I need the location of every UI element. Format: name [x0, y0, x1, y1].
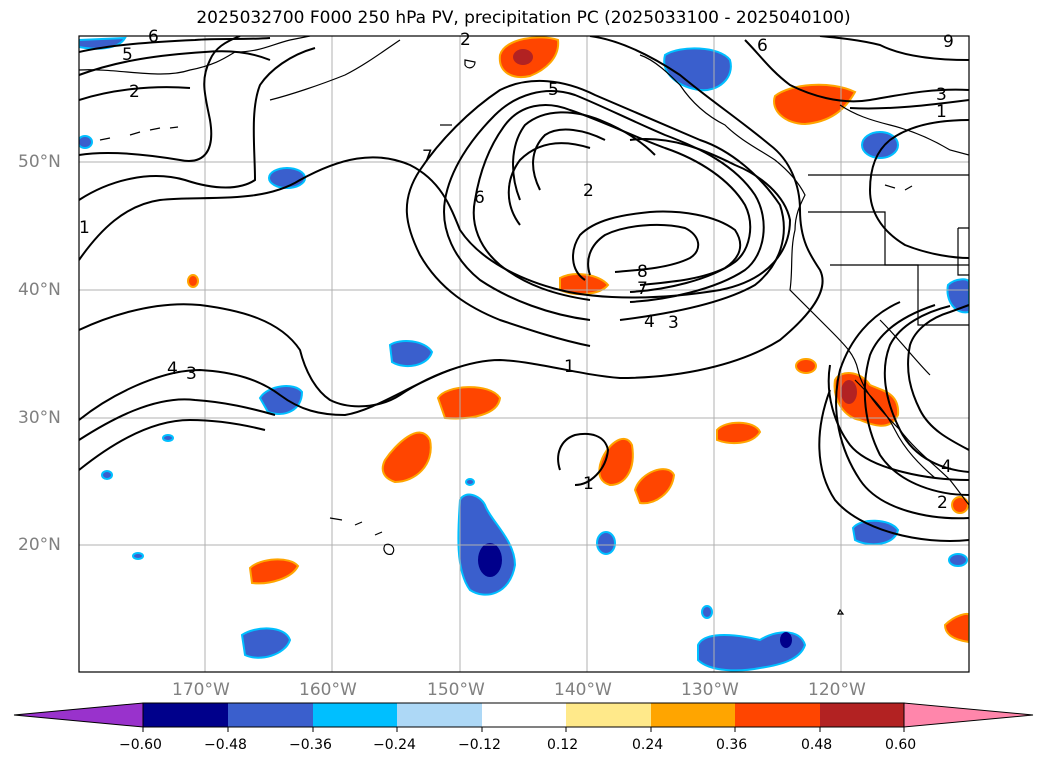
contour-label: 5	[122, 45, 133, 65]
colorbar-bin	[482, 703, 566, 727]
colorbar-tick-label: 0.48	[801, 737, 833, 753]
contour-label: 5	[548, 80, 559, 100]
colorbar-tick-label: −0.36	[289, 737, 332, 753]
colorbar-tick-label: 0.24	[632, 737, 664, 753]
colorbar-tick-label: −0.48	[204, 737, 247, 753]
contour-label: 1	[79, 218, 90, 238]
contour-label: 6	[474, 188, 485, 208]
lon-label: 160°W	[299, 680, 357, 700]
contour-label: 6	[757, 36, 768, 56]
contour-label: 2	[129, 82, 140, 102]
colorbar-tick-label: −0.12	[458, 737, 501, 753]
contour-label: 6	[148, 27, 159, 47]
colorbar-tick-label: 0.12	[547, 737, 579, 753]
contour-label: 4	[644, 312, 655, 332]
coastlines	[79, 36, 969, 615]
colorbar-bin	[566, 703, 651, 727]
contour-label: 1	[583, 474, 594, 494]
lat-label: 20°N	[18, 535, 61, 555]
contour-label: 3	[186, 364, 197, 384]
lon-label: 130°W	[681, 680, 739, 700]
contour-label: 9	[943, 32, 954, 52]
lon-label: 170°W	[172, 680, 230, 700]
colorbar-tick-label: −0.24	[373, 737, 416, 753]
contour-label: 4	[167, 359, 178, 379]
colorbar-bin	[651, 703, 735, 727]
lon-label: 150°W	[427, 680, 485, 700]
gridlines	[79, 36, 969, 672]
lat-label: 40°N	[18, 280, 61, 300]
colorbar-extend-high	[903, 702, 1034, 728]
colorbar-bin	[820, 703, 904, 727]
colorbar-tick-label: 0.60	[885, 737, 917, 753]
contour-label: 4	[941, 457, 952, 477]
colorbar-tick-label: −0.60	[119, 737, 162, 753]
contour-label: 3	[936, 85, 947, 105]
colorbar	[13, 702, 1034, 732]
colorbar-bin	[313, 703, 397, 727]
lat-label: 50°N	[18, 152, 61, 172]
colorbar-bin	[228, 703, 313, 727]
contour-label: 7	[637, 279, 648, 299]
contour-label: 3	[668, 313, 679, 333]
contour-label: 7	[422, 147, 433, 167]
contour-labels: 6 5 2 1 2 7 9 6 5 2 8 7 4 3 1 4 3 1 4 2 …	[79, 27, 954, 513]
lon-label: 140°W	[554, 680, 612, 700]
colorbar-tick-label: 0.36	[716, 737, 748, 753]
colorbar-extend-low	[13, 702, 144, 728]
map-title: 2025032700 F000 250 hPa PV, precipitatio…	[196, 8, 851, 28]
contour-label: 8	[637, 262, 648, 282]
contour-label: 1	[936, 102, 947, 122]
contour-label: 2	[583, 181, 594, 201]
precipitation-shading	[79, 36, 969, 672]
contour-label: 2	[937, 493, 948, 513]
lon-label: 120°W	[808, 680, 866, 700]
pv-contours	[79, 36, 969, 542]
lat-label: 30°N	[18, 408, 61, 428]
colorbar-bin	[735, 703, 820, 727]
colorbar-bin	[143, 703, 228, 727]
colorbar-bin	[397, 703, 482, 727]
contour-label: 2	[460, 30, 471, 50]
map-frame	[78, 35, 970, 673]
contour-label: 1	[564, 357, 575, 377]
